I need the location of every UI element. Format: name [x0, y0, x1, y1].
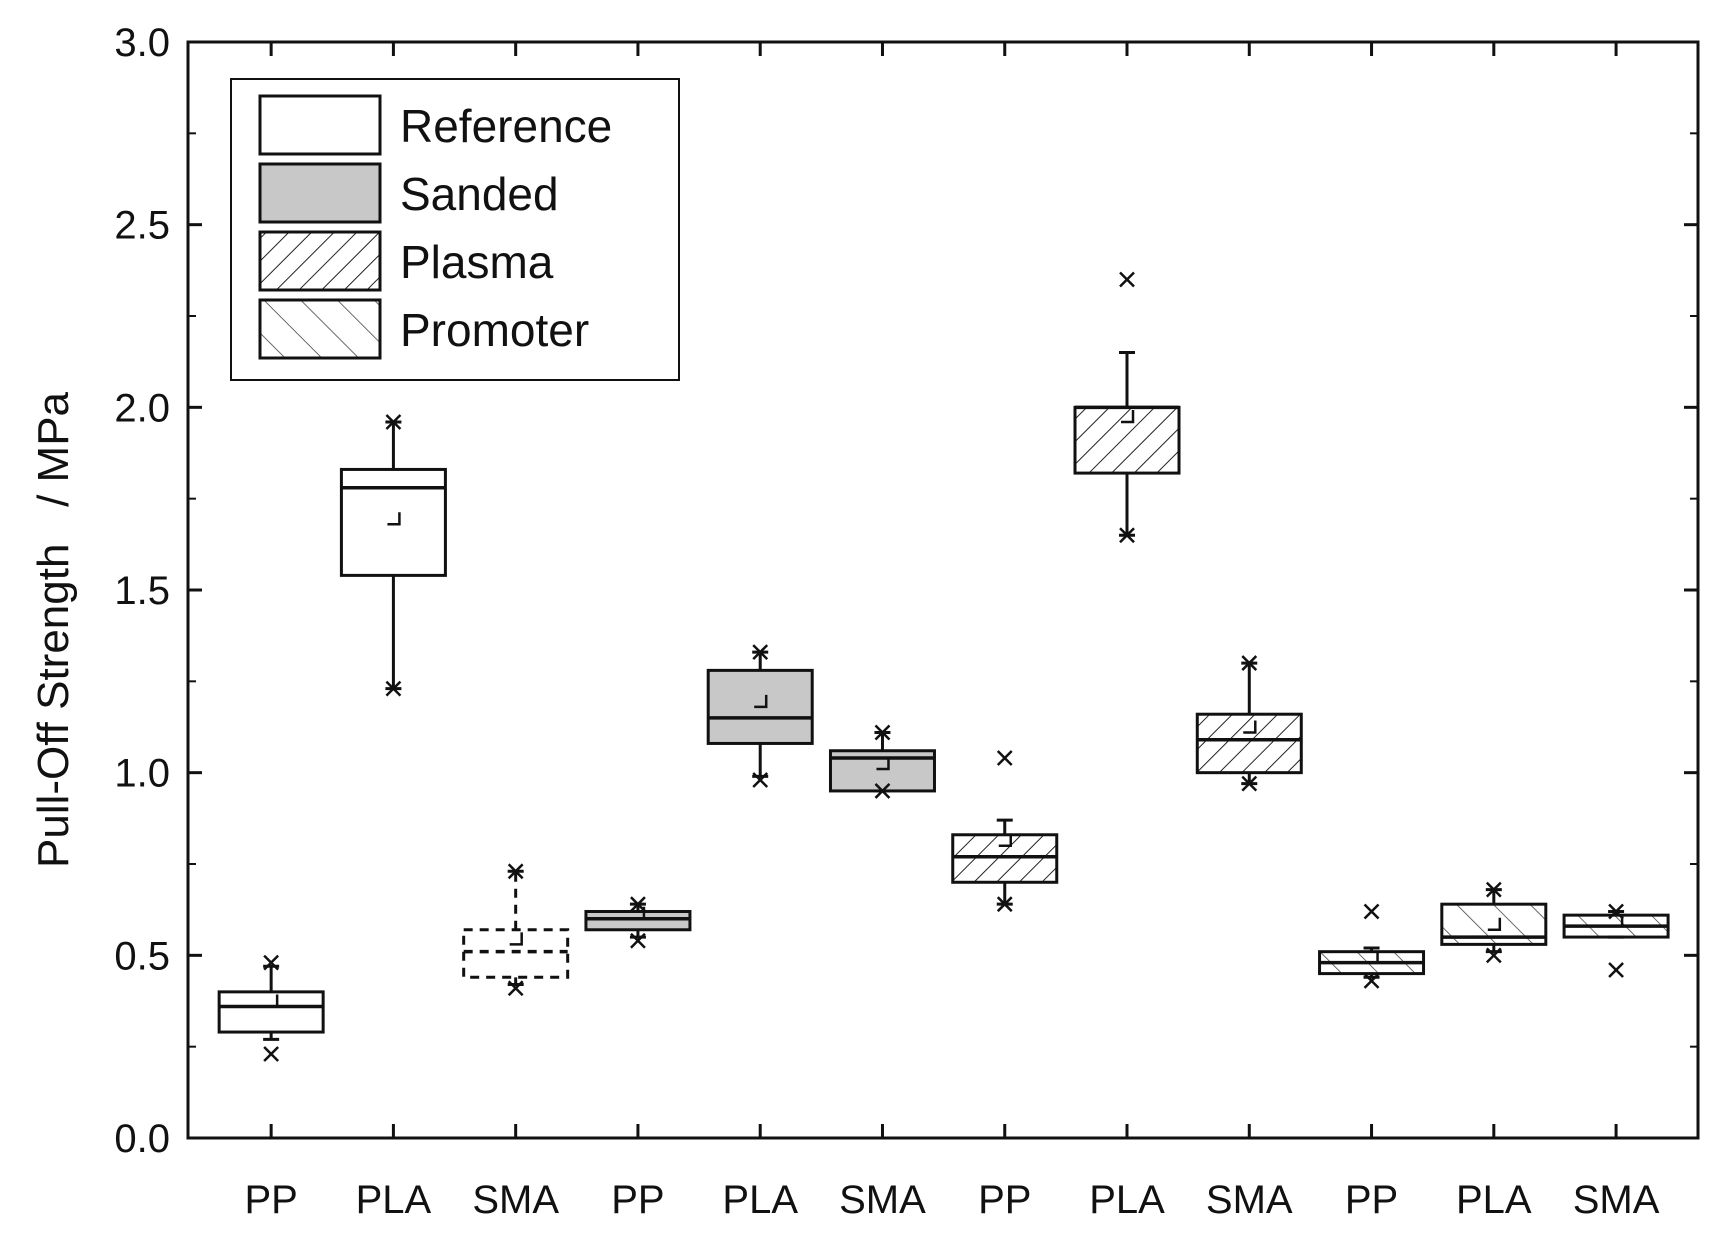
outlier-marker-stroke: [752, 644, 769, 660]
x-tick-label: PLA: [1089, 1178, 1165, 1222]
outlier-marker-stroke: [385, 680, 402, 697]
box-sanded-pp: [584, 896, 692, 949]
box-iqr: [1195, 712, 1303, 775]
legend-label-reference: Reference: [400, 100, 612, 152]
outlier-marker-stroke: [1119, 271, 1135, 288]
y-tick-label: 2.5: [114, 204, 170, 248]
box-promoter-pp: [1318, 903, 1426, 989]
y-axis: 0.0 0.5 1.0 1.5 2.0 2.5 3.0: [114, 21, 1698, 1161]
box-iqr: [217, 990, 325, 1034]
y-tick-label: 0.5: [114, 934, 170, 978]
legend-label-sanded: Sanded: [400, 168, 559, 220]
outlier-marker-stroke: [996, 750, 1013, 766]
mean-marker: [1243, 720, 1257, 734]
mean-marker: [1121, 409, 1135, 424]
y-tick-label: 1.0: [114, 752, 170, 796]
box-plasma-pla: [1073, 271, 1181, 544]
mean-marker: [387, 512, 401, 526]
outlier-marker-stroke: [1241, 655, 1258, 671]
x-tick-label: PP: [611, 1178, 664, 1222]
outlier-marker-stroke: [752, 772, 769, 788]
box-iqr: [462, 928, 570, 979]
mean-marker: [1365, 950, 1379, 964]
box-series: [217, 271, 1670, 1062]
box-iqr: [339, 467, 447, 577]
outlier-marker-stroke: [263, 954, 280, 971]
legend: Reference Sanded Plasma Promoter: [230, 78, 680, 381]
legend-label-plasma: Plasma: [400, 236, 554, 288]
box-reference-sma: [462, 863, 570, 997]
x-tick-label: PP: [1345, 1178, 1398, 1222]
outlier-marker-stroke: [1363, 973, 1380, 989]
legend-swatch-sanded: [258, 162, 382, 224]
outlier-marker-stroke: [1608, 962, 1624, 978]
mean-marker: [876, 757, 890, 771]
y-axis-title: Pull-Off Strength / MPa: [29, 391, 78, 868]
box-iqr: [1073, 405, 1181, 475]
outlier-marker-stroke: [507, 863, 524, 880]
y-tick-label: 0.0: [114, 1117, 170, 1161]
mean-marker: [509, 932, 523, 946]
legend-swatch-reference: [258, 94, 382, 156]
x-tick-label: PP: [244, 1178, 297, 1222]
legend-swatch-plasma: [258, 230, 382, 292]
y-tick-label: 3.0: [114, 21, 170, 65]
x-tick-label: SMA: [1573, 1178, 1660, 1222]
outlier-marker-stroke: [874, 724, 891, 741]
mean-marker: [998, 833, 1012, 847]
box-iqr: [584, 909, 692, 932]
outlier-marker-stroke: [263, 1046, 280, 1062]
box-sanded-pla: [706, 644, 814, 788]
x-tick-label: SMA: [839, 1178, 926, 1222]
x-tick-label: SMA: [472, 1178, 559, 1222]
box-reference-pp: [217, 954, 325, 1062]
x-tick-label: PLA: [1456, 1178, 1532, 1222]
outlier-marker-stroke: [1485, 881, 1502, 898]
box-iqr: [951, 833, 1059, 884]
outlier-marker-stroke: [874, 783, 891, 799]
outlier-marker-stroke: [1608, 903, 1624, 920]
mean-marker: [754, 694, 768, 709]
outlier-marker-stroke: [507, 980, 524, 997]
mean-marker: [1487, 917, 1502, 932]
y-tick-label: 2.0: [114, 386, 170, 430]
legend-swatch-promoter: [258, 298, 382, 360]
outlier-marker-stroke: [1485, 947, 1502, 964]
x-tick-label: PLA: [722, 1178, 798, 1222]
outlier-marker-stroke: [630, 932, 646, 949]
outlier-marker-stroke: [1363, 903, 1380, 920]
outlier-marker-stroke: [385, 414, 402, 430]
box-promoter-sma: [1562, 903, 1670, 978]
outlier-marker-stroke: [1241, 775, 1258, 792]
outlier-marker-stroke: [996, 896, 1013, 913]
outlier-marker-stroke: [1119, 527, 1135, 544]
box-plasma-pp: [951, 750, 1059, 913]
x-axis: PP PLA SMA PP PLA SMA PP PLA SMA PP PLA SMA: [244, 42, 1660, 1222]
x-tick-label: PLA: [356, 1178, 432, 1222]
x-tick-label: SMA: [1206, 1178, 1293, 1222]
legend-label-promoter: Promoter: [400, 304, 589, 356]
x-tick-label: PP: [978, 1178, 1031, 1222]
box-promoter-pla: [1440, 881, 1548, 964]
box-plasma-sma: [1195, 655, 1303, 792]
box-reference-pla: [339, 414, 447, 697]
mean-marker: [265, 994, 279, 1008]
y-tick-label: 1.5: [114, 569, 170, 613]
outlier-marker-stroke: [630, 896, 646, 913]
box-sanded-sma: [828, 724, 936, 799]
